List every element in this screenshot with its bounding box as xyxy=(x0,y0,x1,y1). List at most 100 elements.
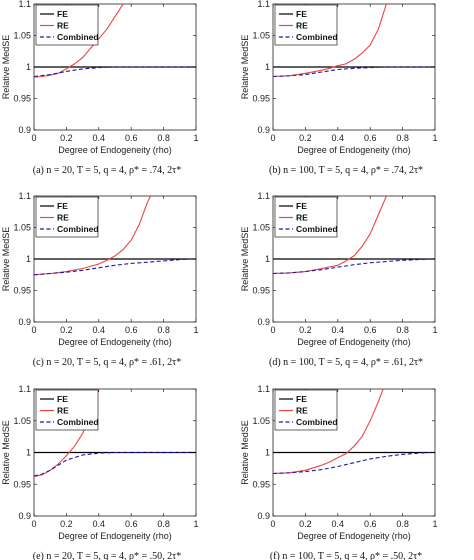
series-re-line xyxy=(273,4,387,78)
y-tick-label: 1.05 xyxy=(252,31,270,41)
y-axis-label: Relative MedSE xyxy=(1,227,11,292)
legend-label: Combined xyxy=(296,32,338,42)
x-axis-label: Degree of Endogeneity (rho) xyxy=(297,337,411,347)
x-tick-label: 0 xyxy=(31,133,36,143)
series-re-line xyxy=(273,389,384,475)
x-tick-label: 0 xyxy=(31,325,36,335)
x-tick-label: 0.4 xyxy=(93,133,106,143)
series-combined-line xyxy=(273,66,431,78)
x-tick-label: 0.4 xyxy=(93,325,106,335)
legend-label: RE xyxy=(57,406,69,416)
x-axis-label: Degree of Endogeneity (rho) xyxy=(58,337,172,347)
x-tick-label: 0 xyxy=(31,519,36,529)
x-tick-label: 0 xyxy=(270,325,275,335)
y-tick-label: 1 xyxy=(265,62,270,72)
chart-panel: 0 0.2 0.4 0.6 0.8 1 0.9 0.95 1 1.05 1.1 Degree of E… xyxy=(240,191,438,368)
legend-label: FE xyxy=(296,201,307,211)
x-axis-label: Degree of Endogeneity (rho) xyxy=(58,531,172,541)
y-tick-label: 1 xyxy=(26,448,31,458)
y-tick-label: 0.95 xyxy=(13,286,31,296)
x-tick-label: 0.6 xyxy=(125,519,138,529)
x-tick-label: 0.2 xyxy=(299,133,312,143)
y-tick-label: 1.05 xyxy=(13,223,31,233)
legend-label: Combined xyxy=(296,417,338,427)
legend-label: RE xyxy=(57,213,69,223)
y-tick-label: 0.95 xyxy=(252,94,270,104)
y-tick-label: 1.1 xyxy=(257,384,270,394)
y-tick-label: 1.1 xyxy=(18,0,31,9)
x-tick-label: 0.2 xyxy=(299,325,312,335)
x-axis-label: Degree of Endogeneity (rho) xyxy=(297,531,411,541)
subfigure-caption: (d) n = 100, T = 5, q = 4, ρ* = .61, 2τ* xyxy=(269,357,423,368)
x-tick-label: 0.2 xyxy=(299,519,312,529)
subfigure-caption: (c) n = 20, T = 5, q = 4, ρ* = .61, 2τ* xyxy=(33,357,181,368)
y-tick-label: 0.95 xyxy=(252,286,270,296)
x-tick-label: 0.2 xyxy=(60,133,73,143)
y-tick-label: 1.1 xyxy=(18,191,31,201)
legend-label: FE xyxy=(57,201,68,211)
x-tick-label: 0.6 xyxy=(125,133,138,143)
subfigure-caption: (b) n = 100, T = 5, q = 4, ρ* = .74, 2τ* xyxy=(269,165,423,176)
series-combined-line xyxy=(273,258,431,275)
y-tick-label: 0.9 xyxy=(18,317,31,327)
x-tick-label: 0.8 xyxy=(157,519,170,529)
y-tick-label: 0.9 xyxy=(257,125,270,135)
x-tick-label: 0.4 xyxy=(332,519,345,529)
legend-label: RE xyxy=(296,21,308,31)
x-axis-label: Degree of Endogeneity (rho) xyxy=(297,145,411,155)
y-tick-label: 1.05 xyxy=(13,416,31,426)
chart-panel: 0 0.2 0.4 0.6 0.8 1 0.9 0.95 1 1.05 1.1 Degree of E… xyxy=(1,384,199,560)
legend-label: FE xyxy=(296,394,307,404)
x-tick-label: 1 xyxy=(432,133,437,143)
x-tick-label: 0.6 xyxy=(364,133,377,143)
x-tick-label: 0.6 xyxy=(364,519,377,529)
y-tick-label: 1.1 xyxy=(18,384,31,394)
y-tick-label: 1.05 xyxy=(13,31,31,41)
legend-label: Combined xyxy=(57,224,99,234)
subfigure-caption: (a) n = 20, T = 5, q = 4, ρ* = .74, 2τ* xyxy=(33,165,181,176)
x-tick-label: 1 xyxy=(193,133,198,143)
x-tick-label: 0.4 xyxy=(332,133,345,143)
series-re-line xyxy=(34,4,124,78)
x-tick-label: 1 xyxy=(193,325,198,335)
y-tick-label: 1 xyxy=(265,448,270,458)
x-tick-label: 0.8 xyxy=(396,325,409,335)
legend-label: RE xyxy=(296,406,308,416)
x-tick-label: 0.2 xyxy=(60,519,73,529)
chart-panel: 0 0.2 0.4 0.6 0.8 1 0.9 0.95 1 1.05 1.1 Degree of E… xyxy=(1,0,199,176)
chart-panel: 0 0.2 0.4 0.6 0.8 1 0.9 0.95 1 1.05 1.1 Degree of E… xyxy=(240,384,438,560)
y-tick-label: 0.95 xyxy=(13,94,31,104)
x-tick-label: 0.4 xyxy=(93,519,106,529)
x-tick-label: 0.6 xyxy=(364,325,377,335)
series-combined-line xyxy=(273,451,431,475)
legend-label: Combined xyxy=(296,224,338,234)
x-tick-label: 0 xyxy=(270,519,275,529)
legend-label: FE xyxy=(57,9,68,19)
y-axis-label: Relative MedSE xyxy=(240,227,250,292)
x-tick-label: 0.8 xyxy=(157,133,170,143)
y-tick-label: 0.9 xyxy=(257,317,270,327)
legend-label: RE xyxy=(296,213,308,223)
y-tick-label: 0.95 xyxy=(13,479,31,489)
x-tick-label: 0.8 xyxy=(396,133,409,143)
y-tick-label: 1.1 xyxy=(257,191,270,201)
y-axis-label: Relative MedSE xyxy=(240,420,250,485)
y-tick-label: 0.9 xyxy=(257,511,270,521)
y-tick-label: 0.95 xyxy=(252,479,270,489)
y-tick-label: 1 xyxy=(265,254,270,264)
x-tick-label: 0.2 xyxy=(60,325,73,335)
y-tick-label: 0.9 xyxy=(18,125,31,135)
y-tick-label: 1 xyxy=(26,62,31,72)
legend-label: RE xyxy=(57,21,69,31)
x-tick-label: 0 xyxy=(270,133,275,143)
y-axis-label: Relative MedSE xyxy=(1,420,11,485)
chart-panel: 0 0.2 0.4 0.6 0.8 1 0.9 0.95 1 1.05 1.1 Degree of E… xyxy=(1,191,199,368)
x-tick-label: 1 xyxy=(432,519,437,529)
y-axis-label: Relative MedSE xyxy=(240,35,250,100)
y-tick-label: 1.1 xyxy=(257,0,270,9)
x-tick-label: 1 xyxy=(432,325,437,335)
x-tick-label: 0.8 xyxy=(157,325,170,335)
y-tick-label: 1.05 xyxy=(252,223,270,233)
x-axis-label: Degree of Endogeneity (rho) xyxy=(58,145,172,155)
x-tick-label: 1 xyxy=(193,519,198,529)
